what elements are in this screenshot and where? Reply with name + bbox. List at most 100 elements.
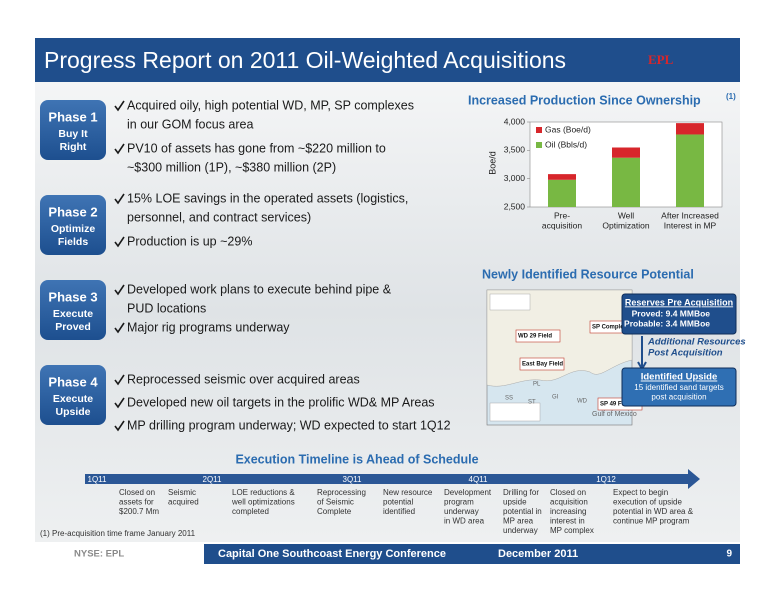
x-tick-label: Well — [618, 210, 634, 220]
event-text: well optimizations — [231, 498, 295, 507]
event-text: acquisition — [550, 498, 588, 507]
map-callout — [519, 357, 565, 371]
event-text: $200.7 Mm — [119, 507, 159, 516]
upside-line: 15 identified sand targets — [634, 383, 723, 392]
checkmark — [114, 397, 125, 409]
phase-subtitle: Buy It — [58, 128, 88, 140]
event-text: potential in WD area & — [613, 507, 694, 516]
date: December 2011 — [498, 548, 578, 560]
checkmark — [114, 322, 125, 334]
footer-bar — [204, 544, 740, 564]
quarter-label: 2Q11 — [203, 475, 223, 484]
event-text: potential — [383, 498, 413, 507]
event-text: interest in — [550, 517, 585, 526]
phase-subtitle: Right — [60, 141, 87, 153]
bullet-text: Major rig programs underway — [127, 320, 290, 334]
footnote: (1) Pre-acquisition time frame January 2… — [40, 529, 196, 538]
bar-segment — [676, 123, 704, 135]
checkmark — [114, 100, 125, 112]
phase-subtitle: Fields — [58, 236, 89, 248]
reserves-box — [621, 293, 737, 335]
quarter-label: 1Q12 — [596, 475, 616, 484]
phase-box — [40, 365, 106, 425]
checkmark — [114, 420, 125, 432]
quarter-label: 3Q11 — [343, 475, 363, 484]
chart-title-note: (1) — [726, 92, 736, 101]
phase-box — [40, 195, 106, 255]
event-text: program — [444, 498, 474, 507]
map-label: WD — [577, 399, 588, 405]
event-text: Seismic — [168, 488, 196, 497]
quarter-label: 1Q11 — [88, 475, 108, 484]
x-tick-label: Interest in MP — [664, 220, 717, 230]
reserves-line: Proved: 9.4 MMBoe — [632, 308, 711, 318]
phase-subtitle: Proved — [55, 321, 91, 333]
y-tick-label: 4,000 — [504, 116, 526, 126]
bar-segment — [548, 174, 576, 180]
event-text: New resource — [383, 488, 433, 497]
bullet-text: Acquired oily, high potential WD, MP, SP… — [127, 98, 414, 112]
legend-label: Oil (Bbls/d) — [545, 139, 587, 149]
event-text: acquired — [168, 498, 199, 507]
bullet-text: PV10 of assets has gone from ~$220 milli… — [127, 141, 386, 155]
map-label: Gulf of Mexico — [592, 411, 637, 418]
y-tick-label: 3,500 — [504, 145, 526, 155]
map-label: East Bay Field — [522, 362, 563, 368]
event-text: Development — [444, 488, 492, 497]
event-text: Closed on — [550, 488, 586, 497]
bullet-text: PUD locations — [127, 301, 206, 315]
x-tick-label: acquisition — [542, 220, 582, 230]
checkmark — [114, 193, 125, 205]
event-text: potential in — [503, 507, 542, 516]
section-title: Execution Timeline is Ahead of Schedule — [235, 452, 478, 466]
logo: EPL — [648, 52, 674, 67]
map-label: WD 29 Field — [518, 334, 552, 340]
chart-title: Increased Production Since Ownership — [468, 93, 701, 107]
map-legend — [489, 293, 531, 311]
event-text: execution of upside — [613, 498, 682, 507]
phase-name: Phase 1 — [48, 109, 97, 124]
bullet-text: Developed new oil targets in the prolifi… — [127, 395, 435, 409]
bar-segment — [612, 157, 640, 207]
event-text: Drilling for — [503, 488, 539, 497]
checkmark — [114, 374, 125, 386]
bullet-text: ~$300 million (1P), ~$380 million (2P) — [127, 160, 336, 174]
additional-label: Post Acquisition — [648, 348, 723, 359]
map-callout — [515, 329, 561, 343]
bullet-text: Reprocessed seismic over acquired areas — [127, 372, 360, 386]
map-label: SP 49 Field — [600, 402, 632, 408]
bullet-text: Developed work plans to execute behind p… — [127, 282, 392, 296]
upside-line: post acquisition — [651, 393, 706, 402]
x-tick-label: Optimization — [602, 220, 650, 230]
event-text: increasing — [550, 507, 586, 516]
quarter-label: 4Q11 — [469, 475, 489, 484]
x-tick-label: After Increased — [661, 210, 719, 220]
bar-segment — [548, 179, 576, 207]
event-text: completed — [232, 507, 269, 516]
slide-title: Progress Report on 2011 Oil-Weighted Acq… — [44, 47, 566, 73]
bullet-text: 15% LOE savings in the operated assets (… — [127, 191, 408, 205]
event-text: in WD area — [444, 517, 485, 526]
bullet-text: personnel, and contract services) — [127, 210, 311, 224]
conference: Capital One Southcoast Energy Conference — [218, 548, 446, 560]
additional-label: Additional Resources — [647, 337, 746, 348]
phase-subtitle: Execute — [53, 308, 93, 320]
y-axis-label: Boe/d — [487, 151, 497, 175]
event-text: continue MP program — [613, 517, 690, 526]
bullet-text: in our GOM focus area — [127, 117, 253, 131]
event-text: MP complex — [550, 526, 594, 535]
map-label: GI — [552, 395, 559, 401]
y-tick-label: 3,000 — [504, 173, 526, 183]
event-text: MP area — [503, 517, 534, 526]
legend-label: Gas (Boe/d) — [545, 124, 591, 134]
bullet-text: MP drilling program underway; WD expecte… — [127, 418, 451, 432]
reserves-title: Reserves Pre Acquisition — [625, 297, 733, 307]
event-text: underway — [503, 526, 538, 535]
legend-swatch — [536, 127, 542, 133]
event-text: underway — [444, 507, 479, 516]
event-text: Reprocessing — [317, 488, 366, 497]
phase-name: Phase 4 — [48, 374, 98, 389]
event-text: Closed on — [119, 488, 155, 497]
bar-segment — [676, 134, 704, 207]
